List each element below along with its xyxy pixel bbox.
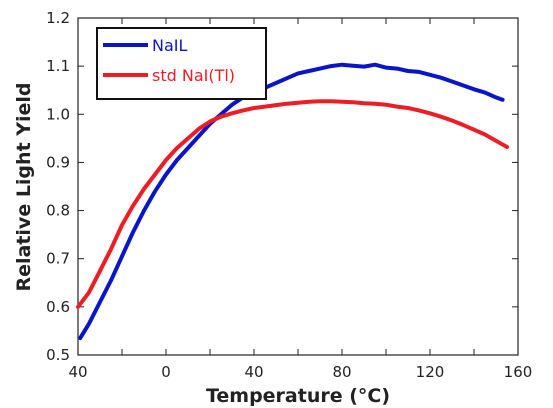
- x-tick-label: 80: [332, 363, 351, 381]
- y-tick-label: 0.8: [46, 202, 70, 220]
- x-tick-label: 0: [161, 363, 171, 381]
- x-tick-label: 40: [244, 363, 263, 381]
- y-tick-label: 1.1: [46, 57, 70, 75]
- legend-label-std-nai: std NaI(Tl): [152, 66, 235, 85]
- y-tick-label: 0.7: [46, 250, 70, 268]
- y-tick-label: 0.5: [46, 346, 70, 364]
- series-line-0: [78, 62, 505, 341]
- series-line-1: [76, 99, 509, 309]
- tick-labels: 40 0 40 80 120 160 0.5 0.6 0.7 0.8 0.9 1.0 1.1 1.2: [46, 9, 532, 381]
- legend: NaIL std NaI(Tl): [96, 27, 267, 100]
- y-tick-label: 0.9: [46, 153, 70, 171]
- legend-label-nail: NaIL: [152, 36, 187, 55]
- x-tick-label: 120: [416, 363, 445, 381]
- x-axis-label: Temperature (°C): [206, 385, 390, 407]
- y-tick-label: 0.6: [46, 298, 70, 316]
- series-layer: [76, 62, 509, 341]
- y-tick-label: 1.0: [46, 105, 70, 123]
- y-axis-label: Relative Light Yield: [13, 82, 35, 291]
- axis-ticks: [77, 17, 519, 356]
- legend-box: [96, 27, 267, 100]
- x-tick-label: 40: [68, 363, 87, 381]
- x-tick-label: 160: [504, 363, 533, 381]
- y-tick-label: 1.2: [46, 9, 70, 27]
